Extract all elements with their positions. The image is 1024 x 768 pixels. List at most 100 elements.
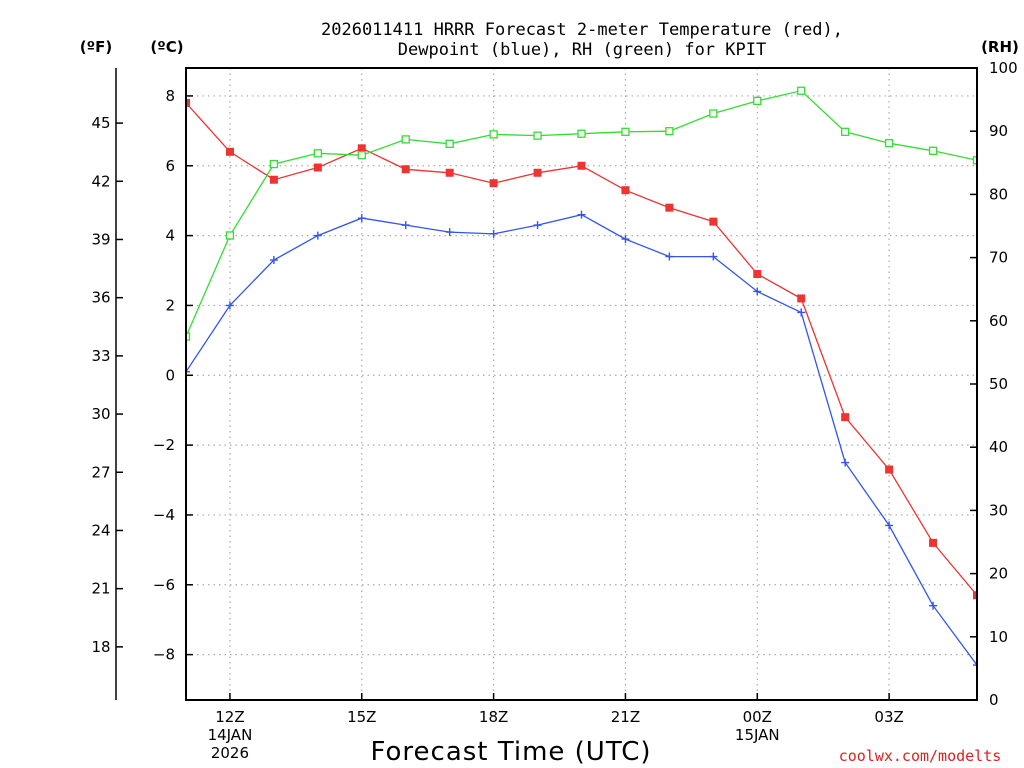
rh-point <box>928 146 938 155</box>
rh-point <box>313 149 322 158</box>
celsius-tick-label: 8 <box>165 87 175 105</box>
dewpoint-point <box>841 458 850 467</box>
rh-tick-label: 70 <box>989 249 1008 267</box>
dewpoint-point <box>489 229 498 238</box>
rh-point <box>401 135 410 144</box>
fahrenheit-tick-label: 33 <box>91 347 110 365</box>
temperature-point <box>186 98 190 107</box>
axis-ticks: 86420−2−4−6−8454239363330272421181009080… <box>91 59 1017 762</box>
rh-point <box>841 127 850 136</box>
celsius-tick-label: −2 <box>153 436 175 454</box>
temperature-point <box>489 179 498 188</box>
celsius-tick-label: −6 <box>153 576 175 594</box>
rh-tick-label: 90 <box>989 122 1008 140</box>
rh-point <box>186 332 191 341</box>
temperature-point <box>401 165 410 174</box>
fahrenheit-tick-label: 18 <box>91 638 110 656</box>
fahrenheit-tick-label: 45 <box>91 114 110 132</box>
rh-point <box>753 96 762 106</box>
temperature-point <box>709 217 718 226</box>
temperature-point <box>577 161 586 170</box>
dewpoint-point <box>929 601 938 610</box>
rh-tick-label: 100 <box>989 59 1018 77</box>
rh-tick-label: 20 <box>989 565 1008 583</box>
fahrenheit-tick-label: 24 <box>91 521 110 539</box>
credit-label: coolwx.com/modelts <box>839 747 1002 765</box>
dewpoint-point <box>445 228 454 237</box>
rh-point <box>577 129 586 138</box>
dewpoint-point <box>401 221 410 230</box>
fahrenheit-tick-label: 27 <box>91 463 110 481</box>
fahrenheit-tick-label: 36 <box>91 289 110 307</box>
chart-title-line-1: 2026011411 HRRR Forecast 2-meter Tempera… <box>321 20 843 40</box>
dewpoint-point <box>225 301 234 310</box>
x-tick-label: 00Z <box>743 708 772 726</box>
dewpoint-point <box>797 308 806 317</box>
series-layer <box>186 86 977 670</box>
temperature-point <box>797 294 806 303</box>
rh-point <box>489 130 498 139</box>
dewpoint-point <box>973 661 977 670</box>
x-tick-label: 21Z <box>611 708 640 726</box>
temperature-line <box>186 102 977 596</box>
rh-point <box>665 127 674 136</box>
celsius-tick-label: 0 <box>165 366 175 384</box>
dewpoint-point <box>621 235 630 244</box>
temperature-point <box>269 175 278 184</box>
temperature-point <box>753 270 762 279</box>
grid-lines <box>186 68 977 700</box>
x-tick-label: 03Z <box>874 708 903 726</box>
chart-title-line-2: Dewpoint (blue), RH (green) for KPIT <box>398 40 766 60</box>
x-tick-label: 12Z <box>215 708 244 726</box>
x-tick-label: 15JAN <box>735 726 780 744</box>
celsius-unit-label: (ºC) <box>150 38 183 56</box>
temperature-point <box>445 168 454 177</box>
x-tick-label: 18Z <box>479 708 508 726</box>
rh-tick-label: 80 <box>989 185 1008 203</box>
rh-point <box>533 131 542 140</box>
temperature-point <box>357 144 366 153</box>
fahrenheit-tick-label: 42 <box>91 172 110 190</box>
celsius-tick-label: −8 <box>153 646 175 664</box>
x-tick-label: 2026 <box>211 744 249 762</box>
rh-tick-label: 10 <box>989 628 1008 646</box>
rh-point <box>621 127 630 136</box>
temperature-point <box>533 168 542 177</box>
dewpoint-point <box>753 287 762 296</box>
dewpoint-line <box>186 214 977 666</box>
series-clipped-group <box>186 86 977 670</box>
rh-point <box>225 231 235 240</box>
rh-unit-label: (RH) <box>981 38 1019 56</box>
rh-point <box>269 159 279 169</box>
rh-point <box>357 151 366 160</box>
temperature-point <box>841 413 850 422</box>
rh-tick-label: 0 <box>989 691 999 709</box>
rh-tick-label: 30 <box>989 501 1008 519</box>
rh-point <box>709 109 718 118</box>
x-tick-label: 14JAN <box>208 726 253 744</box>
dewpoint-point <box>269 256 278 265</box>
fahrenheit-tick-label: 30 <box>91 405 110 423</box>
plot-frame <box>185 67 978 701</box>
temperature-point <box>973 591 977 600</box>
x-tick-label: 15Z <box>347 708 376 726</box>
dewpoint-point <box>357 214 366 223</box>
celsius-tick-label: −4 <box>153 506 175 524</box>
celsius-tick-label: 2 <box>165 296 175 314</box>
celsius-tick-label: 4 <box>165 227 175 245</box>
dewpoint-point <box>885 521 894 530</box>
dewpoint-point <box>533 221 542 230</box>
rh-tick-label: 60 <box>989 312 1008 330</box>
celsius-tick-label: 6 <box>165 157 175 175</box>
fahrenheit-unit-label: (ºF) <box>80 38 112 56</box>
dewpoint-point <box>665 252 674 261</box>
rh-point <box>972 156 977 165</box>
temperature-point <box>621 186 630 195</box>
dewpoint-point <box>577 210 586 219</box>
rh-point <box>797 86 806 95</box>
temperature-point <box>313 163 322 172</box>
rh-tick-label: 40 <box>989 438 1008 456</box>
x-axis-label: Forecast Time (UTC) <box>370 737 651 767</box>
rh-point <box>445 139 454 148</box>
